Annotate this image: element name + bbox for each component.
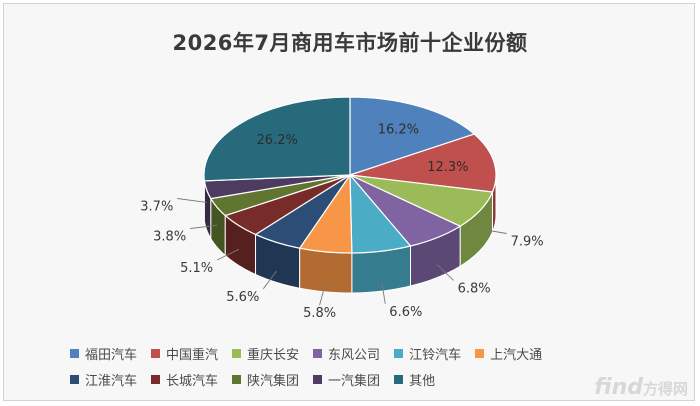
legend-label: 江铃汽车 — [409, 347, 462, 363]
leader-line — [381, 282, 386, 304]
leader-line — [480, 228, 507, 234]
data-label: 5.6% — [226, 290, 259, 305]
data-label: 3.8% — [153, 230, 186, 245]
legend-swatch — [475, 348, 485, 358]
pie-slice-11 — [203, 96, 351, 182]
legend-item: 一汽集团 — [313, 370, 380, 389]
legend-swatch — [70, 348, 79, 358]
legend-swatch — [232, 374, 242, 384]
leader-line — [319, 283, 326, 306]
legend: 福田汽车 中国重汽 重庆长安 东风公司 江铃汽车 上汽大通 江淮汽车 长城汽车 陕汽集团 一汽集… — [70, 340, 670, 392]
legend-label: 福田汽车 — [85, 347, 138, 363]
legend-item: 江铃汽车 — [394, 344, 461, 363]
legend-label: 重庆长安 — [247, 347, 300, 363]
legend-item: 福田汽车 — [70, 344, 137, 363]
pie-slice-side-6 — [299, 247, 353, 294]
legend-label: 一汽集团 — [328, 373, 381, 389]
data-label: 12.3% — [427, 160, 468, 175]
legend-item: 陕汽集团 — [232, 370, 299, 389]
legend-swatch — [151, 374, 161, 384]
legend-label: 陕汽集团 — [247, 373, 300, 389]
legend-label: 江淮汽车 — [85, 373, 138, 389]
leader-line — [436, 264, 454, 281]
legend-swatch — [70, 374, 79, 384]
legend-swatch — [394, 374, 404, 384]
legend-swatch — [313, 348, 323, 358]
legend-item: 中国重汽 — [151, 344, 218, 363]
legend-row: 福田汽车 中国重汽 重庆长安 东风公司 江铃汽车 上汽大通 — [70, 340, 670, 366]
data-label: 6.6% — [389, 305, 422, 320]
data-label: 26.2% — [257, 133, 298, 148]
legend-item: 长城汽车 — [151, 370, 218, 389]
legend-label: 长城汽车 — [166, 373, 219, 389]
legend-item: 东风公司 — [313, 344, 380, 363]
data-label: 5.8% — [303, 306, 336, 321]
legend-row: 江淮汽车 长城汽车 陕汽集团 一汽集团 其他 — [70, 366, 670, 392]
legend-swatch — [151, 348, 161, 358]
data-label: 6.8% — [458, 281, 491, 296]
leader-line — [177, 198, 207, 203]
legend-item: 上汽大通 — [475, 344, 542, 363]
data-label: 3.7% — [140, 200, 173, 215]
leader-line — [190, 224, 218, 229]
watermark-logo: find方得网 — [594, 375, 688, 400]
pie-slice-2 — [349, 133, 497, 193]
legend-item: 重庆长安 — [232, 344, 299, 363]
legend-swatch — [232, 348, 242, 358]
legend-label: 上汽大通 — [490, 347, 543, 363]
data-label: 5.1% — [180, 261, 213, 276]
legend-label: 东风公司 — [328, 347, 381, 363]
legend-label: 其他 — [409, 373, 436, 389]
data-label: 16.2% — [378, 123, 419, 138]
legend-label: 中国重汽 — [166, 347, 219, 363]
chart-title: 2026年7月商用车市场前十企业份额 — [172, 31, 528, 55]
legend-item: 其他 — [394, 370, 435, 389]
data-label: 7.9% — [511, 235, 544, 250]
pie-slice-1 — [349, 96, 476, 176]
legend-swatch — [313, 374, 323, 384]
leader-line — [216, 248, 240, 261]
legend-item: 江淮汽车 — [70, 370, 137, 389]
leader-line — [262, 270, 277, 290]
legend-swatch — [394, 348, 404, 358]
